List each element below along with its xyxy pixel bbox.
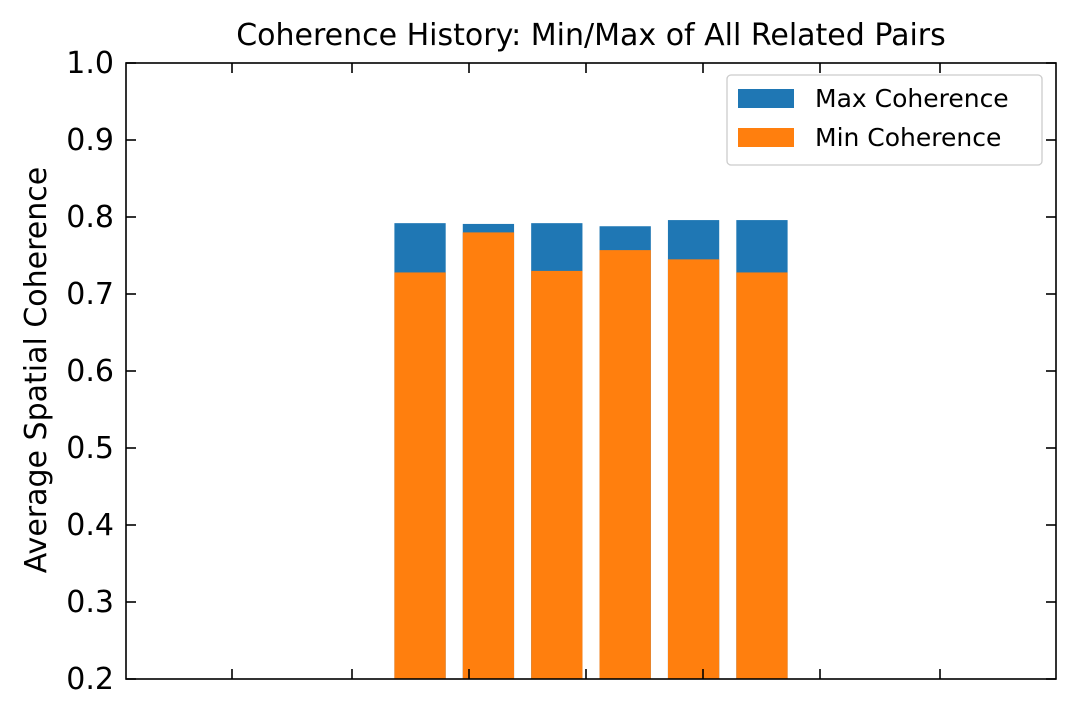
ticks-group: 0.2 0.3 0.4 0.5 0.6 0.7 0.8 0.9 1.0 (66, 46, 1056, 697)
chart-title: Coherence History: Min/Max of All Relate… (236, 18, 946, 53)
y-tick-label: 0.5 (66, 431, 114, 466)
bar-min-6 (736, 272, 788, 679)
y-tick-label: 0.9 (66, 123, 114, 158)
legend-swatch-1 (738, 89, 794, 108)
bar-min-3 (531, 270, 583, 679)
y-tick-label: 0.2 (66, 662, 114, 697)
legend: Max Coherence Min Coherence (726, 74, 1043, 166)
y-axis-label: Average Spatial Coherence (19, 167, 54, 573)
plot-frame (125, 62, 1057, 680)
bar-min-2 (462, 232, 515, 679)
legend-frame (726, 74, 1043, 166)
legend-label-2: Min Coherence (815, 123, 1001, 152)
bar-min-1 (394, 272, 446, 679)
y-tick-label: 0.8 (66, 200, 114, 235)
legend-label-1: Max Coherence (815, 84, 1009, 113)
y-tick-label: 0.7 (66, 277, 114, 312)
bar-min-4 (599, 250, 651, 680)
legend-swatch-2 (738, 128, 794, 147)
bars-group (394, 220, 788, 680)
bar-min-5 (667, 259, 720, 679)
y-tick-label: 0.4 (66, 508, 114, 543)
y-tick-label: 0.3 (66, 585, 114, 620)
y-tick-label: 0.6 (66, 354, 114, 389)
y-tick-label: 1.0 (66, 46, 114, 81)
